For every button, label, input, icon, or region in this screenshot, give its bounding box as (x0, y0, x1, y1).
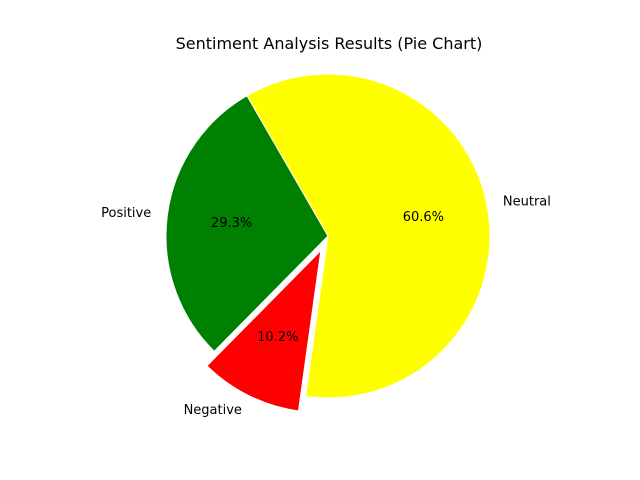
slice-label-positive: Positive (101, 206, 151, 221)
percent-label-neutral: 60.6% (403, 210, 444, 225)
pie-slice-neutral (246, 73, 491, 399)
chart-title: Sentiment Analysis Results (Pie Chart) (176, 34, 483, 53)
pie-slices (165, 73, 491, 412)
pie-slice-negative (206, 249, 322, 412)
percent-label-negative: 10.2% (257, 330, 298, 345)
slice-label-negative: Negative (184, 403, 242, 418)
pie-slice-positive (165, 95, 329, 353)
slice-label-neutral: Neutral (503, 194, 551, 209)
pie-labels: Positive 29.3% Negative 10.2% Neutral 60.6% (101, 194, 551, 417)
percent-label-positive: 29.3% (211, 216, 252, 231)
